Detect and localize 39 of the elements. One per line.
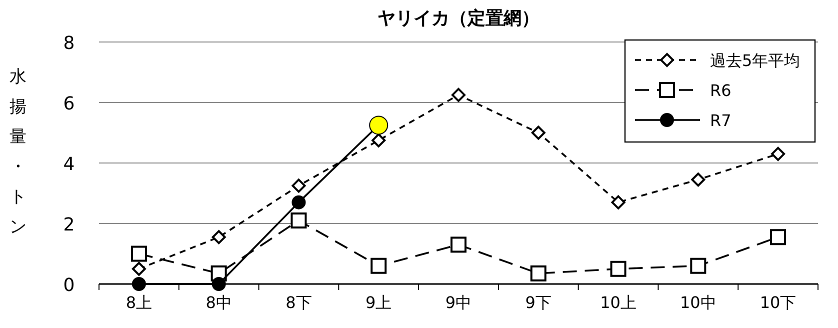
point [292,178,306,193]
point [771,146,786,161]
point [372,133,386,148]
x-tick-label: 10下 [760,293,796,312]
point [770,229,786,246]
x-tick-label: 8上 [126,293,152,312]
point [212,277,226,291]
x-tick-label: 9中 [445,293,472,312]
point [690,258,706,274]
legend-label: R6 [710,81,732,100]
y-tick-label: 0 [63,275,75,296]
x-tick-label: 8中 [206,293,232,312]
y-tick-label: 4 [63,154,75,175]
legend-label: R7 [710,111,732,130]
point [290,212,307,228]
point [450,236,466,253]
point [132,262,146,276]
point [292,195,306,210]
x-tick-label: 10中 [680,293,716,312]
x-tick-label: 9上 [366,293,392,312]
y-tick-label: 8 [63,33,75,54]
y-tick-label: 2 [63,214,75,236]
chart-title: ヤリイカ（定置網） [378,8,540,29]
point [691,172,706,187]
point [212,230,226,244]
point [530,265,546,282]
point [132,277,146,291]
point [531,126,546,140]
x-tick-label: 8下 [286,293,312,312]
point [611,195,626,210]
x-tick-label: 10上 [600,293,636,312]
point [130,246,147,262]
point [610,260,626,277]
point [452,88,466,102]
x-tick-label: 9下 [525,293,552,312]
y-axis-title: 水揚量・トン [10,67,26,237]
point [370,258,387,274]
y-tick-label: 6 [63,94,75,114]
legend-label: 過去5年平均 [710,51,800,70]
